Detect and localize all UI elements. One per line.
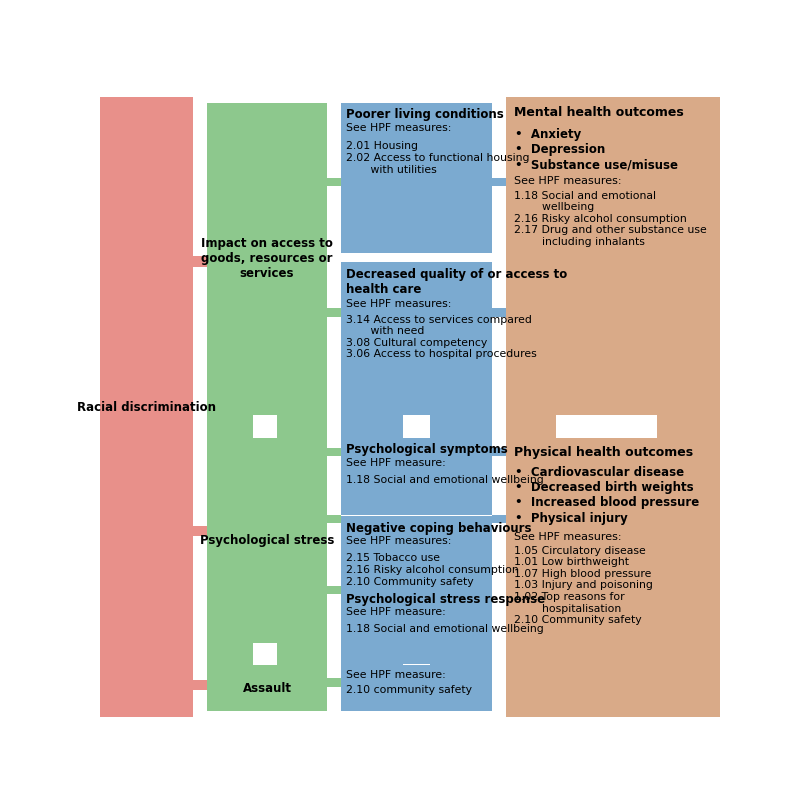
Text: •  Anxiety: • Anxiety [515, 127, 582, 140]
FancyBboxPatch shape [277, 643, 327, 665]
FancyBboxPatch shape [492, 177, 506, 186]
FancyBboxPatch shape [100, 97, 193, 717]
Text: Racial discrimination: Racial discrimination [77, 401, 216, 413]
FancyBboxPatch shape [327, 515, 341, 523]
FancyBboxPatch shape [327, 586, 341, 594]
FancyBboxPatch shape [492, 309, 506, 317]
FancyBboxPatch shape [327, 448, 341, 456]
Text: Negative coping behaviours: Negative coping behaviours [346, 521, 532, 534]
Text: Physical health outcomes: Physical health outcomes [514, 446, 693, 459]
Text: See HPF measure:: See HPF measure: [346, 671, 446, 680]
FancyBboxPatch shape [341, 517, 492, 609]
FancyBboxPatch shape [207, 643, 254, 665]
Text: 2.01 Housing
2.02 Access to functional housing
       with utilities: 2.01 Housing 2.02 Access to functional h… [346, 141, 530, 175]
Text: 2.15 Tobacco use
2.16 Risky alcohol consumption
2.10 Community safety: 2.15 Tobacco use 2.16 Risky alcohol cons… [346, 554, 519, 587]
FancyBboxPatch shape [327, 309, 341, 317]
FancyBboxPatch shape [658, 415, 720, 438]
FancyBboxPatch shape [341, 415, 403, 438]
Text: 1.18 Social and emotional wellbeing: 1.18 Social and emotional wellbeing [346, 624, 544, 634]
Text: Assault: Assault [242, 682, 291, 695]
FancyBboxPatch shape [341, 438, 492, 515]
Text: Psychological stress: Psychological stress [200, 534, 334, 547]
Text: Mental health outcomes: Mental health outcomes [514, 106, 683, 119]
FancyBboxPatch shape [341, 588, 492, 664]
FancyBboxPatch shape [193, 679, 207, 691]
FancyBboxPatch shape [207, 103, 327, 415]
FancyBboxPatch shape [506, 438, 720, 717]
FancyBboxPatch shape [327, 678, 341, 687]
Text: •  Cardiovascular disease: • Cardiovascular disease [515, 466, 685, 479]
FancyBboxPatch shape [277, 415, 327, 438]
Text: 1.05 Circulatory disease
1.01 Low birthweight
1.07 High blood pressure
1.03 Inju: 1.05 Circulatory disease 1.01 Low birthw… [514, 546, 653, 625]
FancyBboxPatch shape [341, 665, 492, 711]
FancyBboxPatch shape [430, 643, 492, 665]
FancyBboxPatch shape [193, 526, 207, 536]
Text: Poorer living conditions: Poorer living conditions [346, 108, 504, 121]
FancyBboxPatch shape [506, 415, 557, 438]
Text: Psychological stress response: Psychological stress response [346, 592, 546, 605]
FancyBboxPatch shape [492, 448, 506, 456]
Text: Psychological symptoms: Psychological symptoms [346, 443, 508, 456]
FancyBboxPatch shape [207, 415, 254, 438]
FancyBboxPatch shape [430, 415, 492, 438]
Text: See HPF measures:: See HPF measures: [514, 176, 622, 186]
FancyBboxPatch shape [341, 262, 492, 415]
Text: See HPF measures:: See HPF measures: [346, 536, 452, 546]
Text: See HPF measures:: See HPF measures: [514, 532, 622, 542]
Text: Impact on access to
goods, resources or
services: Impact on access to goods, resources or … [201, 237, 333, 280]
FancyBboxPatch shape [207, 665, 327, 711]
Text: •  Increased blood pressure: • Increased blood pressure [515, 496, 700, 509]
FancyBboxPatch shape [492, 515, 506, 523]
Text: See HPF measures:: See HPF measures: [346, 123, 452, 133]
FancyBboxPatch shape [207, 438, 327, 643]
Text: 2.10 community safety: 2.10 community safety [346, 685, 473, 695]
Text: See HPF measure:: See HPF measure: [346, 458, 446, 467]
Text: 1.18 Social and emotional
        wellbeing
2.16 Risky alcohol consumption
2.17 : 1.18 Social and emotional wellbeing 2.16… [514, 191, 706, 247]
FancyBboxPatch shape [341, 643, 403, 665]
FancyBboxPatch shape [193, 256, 207, 267]
Text: 1.18 Social and emotional wellbeing: 1.18 Social and emotional wellbeing [346, 475, 544, 484]
Text: •  Depression: • Depression [515, 143, 606, 156]
Text: See HPF measure:: See HPF measure: [346, 607, 446, 617]
FancyBboxPatch shape [341, 103, 492, 253]
Text: See HPF measures:: See HPF measures: [346, 299, 452, 310]
FancyBboxPatch shape [327, 177, 341, 186]
Text: •  Substance use/misuse: • Substance use/misuse [515, 158, 678, 172]
Text: •  Decreased birth weights: • Decreased birth weights [515, 481, 694, 494]
Text: 3.14 Access to services compared
       with need
3.08 Cultural competency
3.06 : 3.14 Access to services compared with ne… [346, 314, 538, 359]
Text: •  Physical injury: • Physical injury [515, 512, 628, 525]
FancyBboxPatch shape [506, 97, 720, 415]
Text: Decreased quality of or access to
health care: Decreased quality of or access to health… [346, 268, 568, 296]
